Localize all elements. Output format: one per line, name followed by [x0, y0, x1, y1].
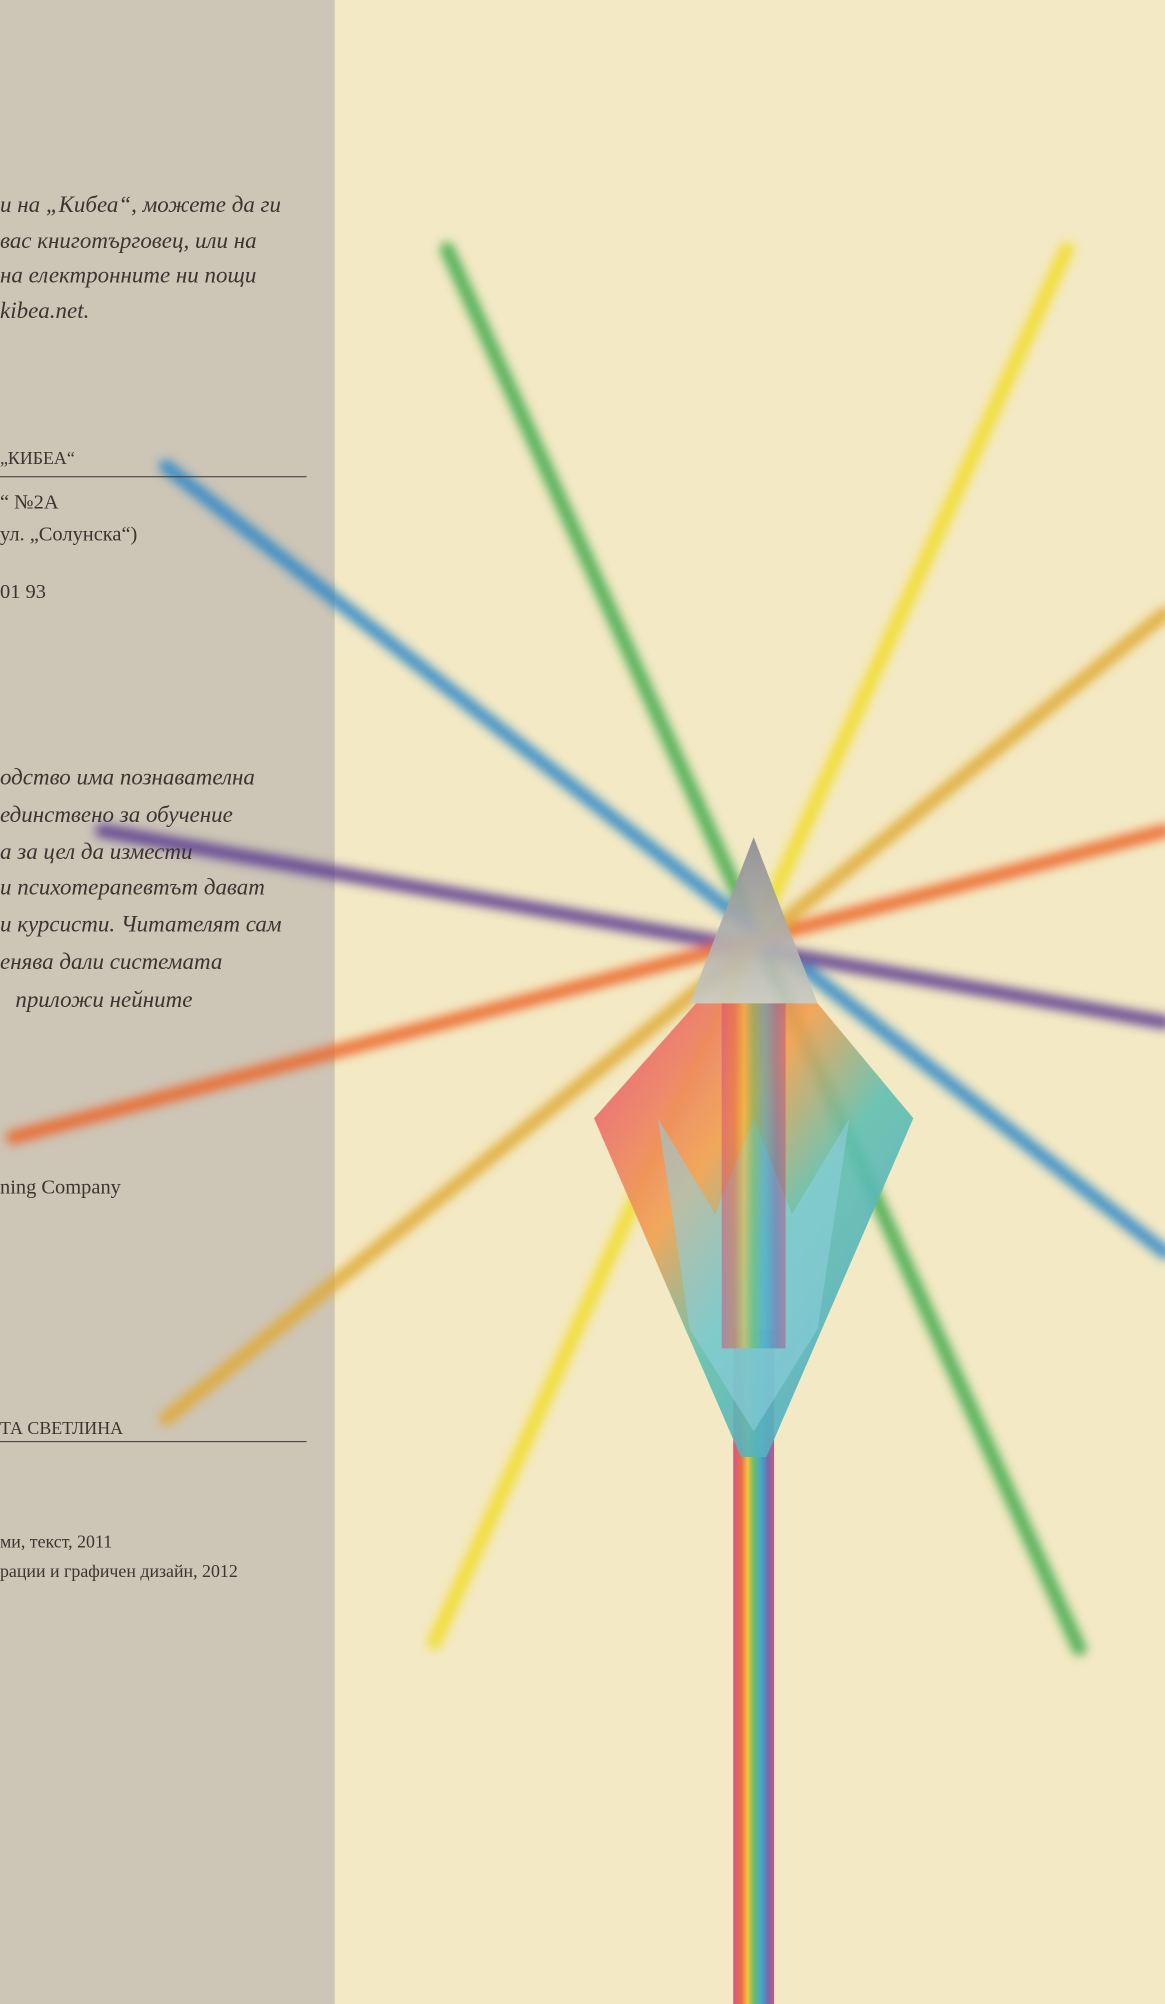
contact-line: и на „Кибеа“, можете да ги: [0, 192, 281, 217]
disclaimer-line: енява дали системата: [0, 949, 222, 974]
left-panel: [0, 0, 335, 2004]
disclaimer-line: одство има познавателна: [0, 765, 255, 790]
disclaimer-line: единствено за обучение: [0, 802, 233, 827]
prism: [593, 837, 914, 2004]
credit-line: ми, текст, 2011: [0, 1532, 112, 1552]
contact-line: kibea.net.: [0, 298, 89, 323]
text: и на „Кибеа“, можете да ги вас книготърг…: [0, 192, 307, 1581]
section-heading: ТА СВЕТЛИНА: [0, 1418, 123, 1438]
address-line: “ №2А: [0, 492, 59, 514]
contact-line: вас книготърговец, или на: [0, 228, 257, 253]
address-line: ул. „Солунска“): [0, 524, 137, 546]
rights-line: ning Company: [0, 1177, 122, 1199]
disclaimer-line: а за цел да измести: [0, 839, 192, 864]
disclaimer-line: и курсисти. Читателят сам: [0, 912, 282, 937]
disclaimer-line: и психотерапевтът дават: [0, 875, 265, 900]
disclaimer-line: приложи нейните: [15, 987, 192, 1012]
phone: 01 93: [0, 581, 46, 603]
contact-line: на електронните ни пощи: [0, 262, 256, 287]
section-heading: „КИБЕА“: [0, 448, 75, 468]
credit-line: рации и графичен дизайн, 2012: [0, 1561, 238, 1581]
